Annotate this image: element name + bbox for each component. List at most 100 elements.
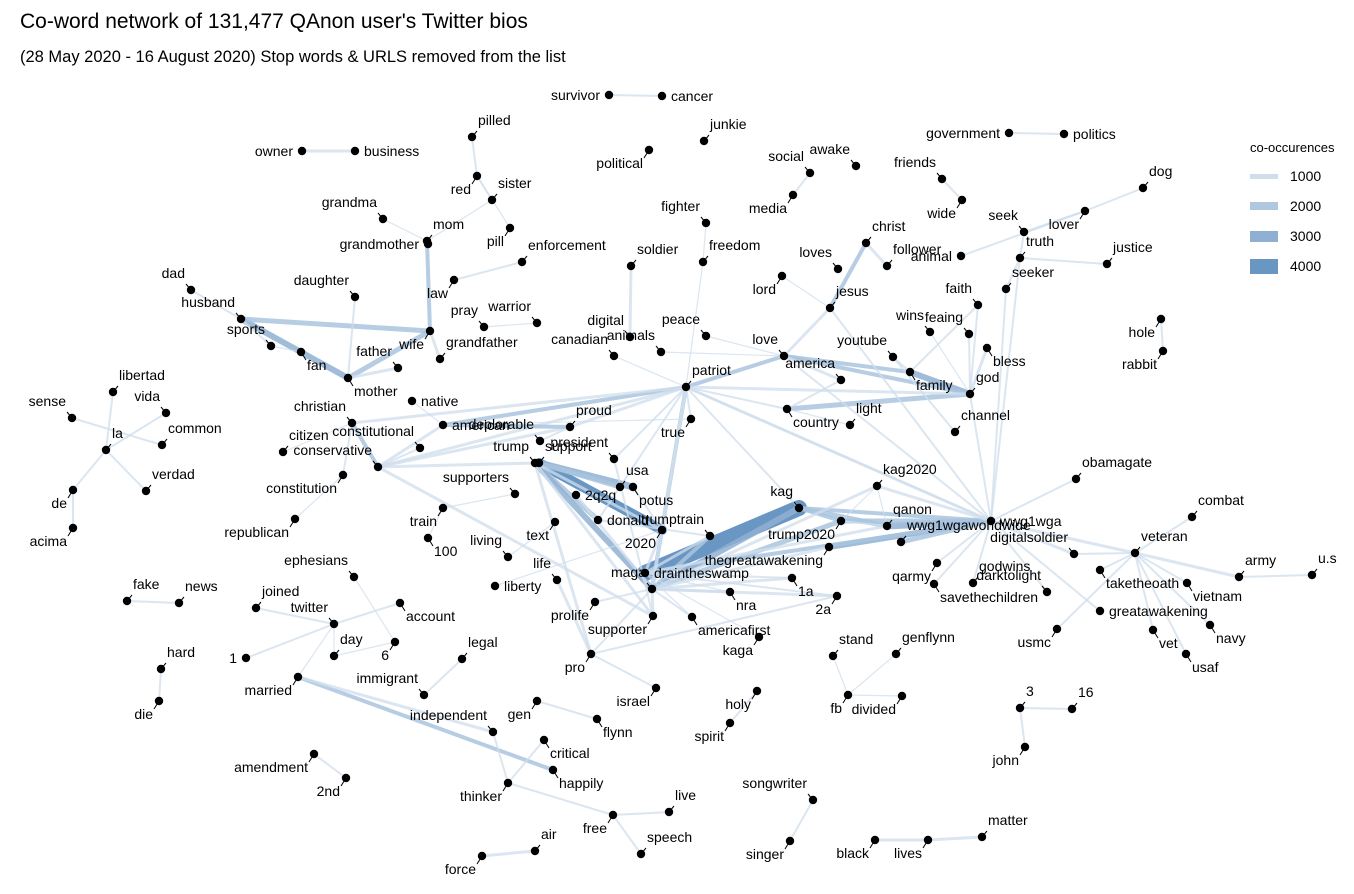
edge-married-twitter: [297, 623, 335, 678]
edge-feaing-god: [968, 333, 971, 395]
edge-prolife-maga: [594, 588, 653, 603]
label-leader-social: [804, 166, 811, 174]
edge-light-country: [786, 408, 851, 426]
node-label-divided: divided: [852, 701, 896, 717]
node-politics: [1059, 129, 1069, 139]
node-government: [1004, 128, 1014, 138]
node-label-sports: sports: [227, 321, 265, 337]
edge-pro-life: [555, 578, 593, 656]
node-label-qarmy: qarmy: [892, 568, 931, 584]
node-label-mother: mother: [354, 383, 398, 399]
node-label-happily: happily: [559, 775, 603, 791]
node-label-force: force: [445, 861, 476, 877]
edge-truth-seeker: [1005, 257, 1021, 290]
node-label-friends: friends: [894, 154, 936, 170]
label-leader-text: [549, 521, 556, 531]
edge-sports-husband: [240, 318, 272, 347]
node-label-la: la: [112, 425, 123, 441]
node-label-taketheoath: taketheoath: [1106, 575, 1179, 591]
node-animal: [956, 251, 966, 261]
label-leader-lives: [922, 839, 929, 849]
node-label-genflynn: genflynn: [902, 629, 955, 645]
node-label-wwg1wgaworldwide: wwg1wgaworldwide: [906, 517, 1031, 533]
label-leader-grandma: [377, 212, 384, 220]
edge-proud-deplorable: [539, 426, 571, 442]
node-label-christian: christian: [294, 398, 346, 414]
label-leader-digital: [624, 330, 631, 338]
edge-patriot-donald: [597, 386, 687, 521]
label-leader-dog: [1142, 181, 1149, 189]
edge-fake-news: [126, 600, 180, 604]
label-leader-usaf: [1185, 653, 1192, 663]
label-leader-gen: [531, 700, 538, 710]
edge-veteran-vet: [1134, 552, 1154, 631]
edge-wins-god: [929, 331, 971, 395]
label-leader-16: [1071, 702, 1078, 710]
node-label-usa: usa: [626, 462, 649, 478]
node-label-love: love: [752, 331, 778, 347]
node-label-potus: potus: [639, 492, 673, 508]
label-leader-red: [471, 175, 478, 185]
edge-christian-conservative: [350, 421, 380, 469]
edge-la-verdad: [105, 449, 147, 492]
label-leader-constitution: [337, 474, 344, 484]
node-label-trumptrain: trumptrain: [641, 511, 704, 527]
edge-hard-die: [158, 668, 162, 702]
edge-la-de: [72, 449, 107, 491]
label-leader-friends: [936, 172, 943, 180]
label-leader-ephesians: [348, 570, 355, 578]
label-leader-digitalsoldier: [1068, 547, 1075, 555]
edge-pro-israel: [590, 653, 657, 689]
edge-family-love: [782, 354, 912, 374]
edge-law-enforcement: [453, 261, 523, 281]
edge-survivor-cancer: [608, 94, 663, 97]
edge-veteran-army: [1133, 551, 1241, 579]
edge-animals-love: [660, 351, 785, 357]
label-leader-media: [787, 194, 794, 204]
node-business: [350, 146, 360, 156]
label-leader-vida: [160, 406, 167, 414]
label-leader-force: [476, 855, 483, 865]
label-leader-de: [67, 489, 74, 499]
edge-native-american: [411, 400, 444, 426]
node-liberty: [490, 581, 500, 591]
edge-love-patriot: [684, 354, 786, 389]
label-leader-feaing: [963, 327, 970, 335]
label-leader-freedom: [702, 255, 709, 263]
node-label-soldier: soldier: [637, 241, 679, 257]
node-label-american: american: [452, 417, 510, 433]
node-label-qanon: qanon: [893, 501, 932, 517]
node-label-trump: trump: [493, 438, 529, 454]
edge-free-thinker: [507, 782, 614, 816]
edge-faith-family: [909, 304, 979, 373]
node-label-legal: legal: [468, 634, 498, 650]
node-label-u-s: u.s: [1318, 550, 1337, 566]
legend-swatch-2000: [1250, 202, 1278, 210]
node-owner: [297, 146, 307, 156]
node-wwg1wga: [986, 516, 996, 526]
node-label-patriot: patriot: [692, 362, 731, 378]
node-label-liberty: liberty: [504, 578, 541, 594]
node-label-acima: acima: [30, 533, 68, 549]
label-leader-legal: [461, 652, 468, 660]
node-label-2nd: 2nd: [317, 783, 340, 799]
edge-living-text: [507, 521, 556, 558]
node-label-president: president: [550, 434, 608, 450]
node-label-support: support: [545, 438, 592, 454]
node-label-songwriter: songwriter: [742, 775, 807, 791]
label-leader-family: [909, 371, 916, 381]
label-leader-grandfather: [439, 352, 446, 360]
edge-conservative-supporter: [376, 465, 655, 618]
label-leader-vet: [1152, 629, 1159, 639]
edge-pilled-red: [471, 136, 478, 177]
node-label-flynn: flynn: [603, 724, 633, 740]
node-label-independent: independent: [410, 707, 487, 723]
label-leader-republican: [289, 518, 296, 528]
node-label-justice: justice: [1112, 239, 1153, 255]
label-leader-usa: [619, 480, 626, 488]
node-label-pro: pro: [565, 659, 585, 675]
edge-maga-2q2q: [574, 493, 654, 591]
node-label-political: political: [596, 155, 643, 171]
node-label-channel: channel: [961, 407, 1010, 423]
label-leader-sports: [265, 339, 272, 347]
